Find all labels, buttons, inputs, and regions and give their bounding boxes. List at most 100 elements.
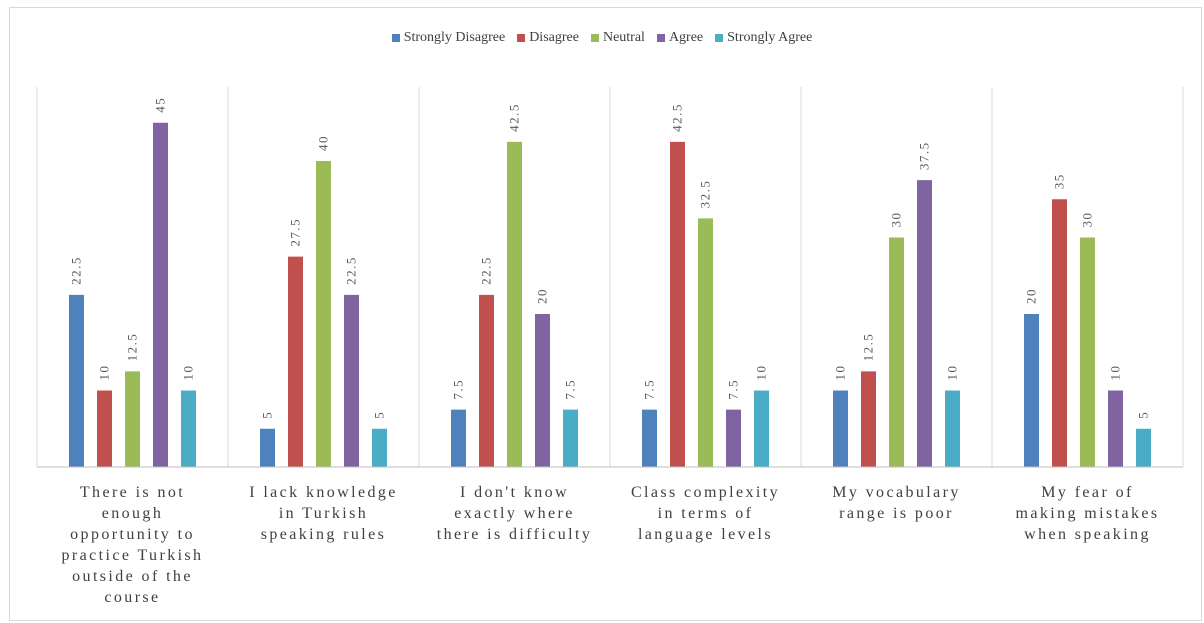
category-label-line: Class complexity xyxy=(630,484,781,501)
legend-item: Agree xyxy=(656,30,704,46)
bar xyxy=(97,390,112,467)
data-label: 10 xyxy=(1108,365,1123,381)
category-label: I lack knowledge in Turkish speaking rules xyxy=(234,482,414,545)
legend-swatch xyxy=(715,34,724,42)
legend-label: Agree xyxy=(668,30,704,45)
legend-swatch xyxy=(391,34,400,42)
category-label-line: when speaking xyxy=(1024,526,1151,543)
legend-swatch xyxy=(590,34,599,42)
data-label: 7.5 xyxy=(563,379,578,400)
bar xyxy=(372,428,387,467)
bar xyxy=(833,390,848,467)
legend-label: Strongly Agree xyxy=(727,30,813,45)
category-label-line: in Turkish xyxy=(278,505,369,522)
category-label-line: course xyxy=(104,589,161,606)
bar xyxy=(917,180,932,467)
bar xyxy=(754,390,769,467)
bar xyxy=(535,314,550,467)
category-label-line: I lack knowledge xyxy=(249,484,398,501)
bar xyxy=(125,371,140,467)
data-label: 22.5 xyxy=(69,256,84,285)
data-label: 35 xyxy=(1052,173,1067,189)
bar xyxy=(69,294,84,467)
data-label: 42.5 xyxy=(507,103,522,132)
category-label-line: enough xyxy=(101,505,164,522)
legend-item: Neutral xyxy=(590,30,645,46)
bar xyxy=(1024,314,1039,467)
data-label: 7.5 xyxy=(451,379,466,400)
data-label: 22.5 xyxy=(344,256,359,285)
data-label: 40 xyxy=(316,135,331,151)
data-label: 42.5 xyxy=(670,103,685,132)
bar xyxy=(181,390,196,467)
legend-label: Neutral xyxy=(602,30,645,45)
bar xyxy=(1108,390,1123,467)
bar xyxy=(260,428,275,467)
data-label: 5 xyxy=(1136,411,1151,419)
legend-label: Disagree xyxy=(529,30,579,45)
legend: Strongly Disagree Disagree Neutral Agree Str… xyxy=(0,26,1204,50)
bar xyxy=(945,390,960,467)
data-label: 7.5 xyxy=(726,379,741,400)
data-label: 10 xyxy=(754,365,769,381)
category-label-line: opportunity to xyxy=(70,526,195,543)
legend-item: Strongly Agree xyxy=(715,30,812,46)
legend-item: Strongly Disagree xyxy=(391,30,506,46)
data-label: 12.5 xyxy=(125,333,140,362)
category-label-line: My fear of xyxy=(1041,484,1134,501)
data-label: 10 xyxy=(833,365,848,381)
category-label-line: language levels xyxy=(637,526,774,543)
bar xyxy=(563,409,578,467)
bar xyxy=(1080,237,1095,467)
data-label: 7.5 xyxy=(642,379,657,400)
category-label-line: exactly where xyxy=(454,505,575,522)
category-label-line: making mistakes xyxy=(1015,505,1160,522)
bar xyxy=(698,218,713,467)
bar xyxy=(316,161,331,467)
bar xyxy=(889,237,904,467)
bar xyxy=(726,409,741,467)
data-label: 5 xyxy=(372,411,387,419)
data-label: 30 xyxy=(1080,212,1095,228)
category-label-line: range is poor xyxy=(839,505,954,522)
bar xyxy=(451,409,466,467)
category-label-line: My vocabulary xyxy=(832,484,961,501)
chart-frame xyxy=(9,7,1202,621)
bar xyxy=(1052,199,1067,467)
category-label: My vocabulary range is poor xyxy=(807,482,987,524)
category-label-line: practice Turkish xyxy=(61,547,204,564)
data-label: 30 xyxy=(889,212,904,228)
data-label: 20 xyxy=(1024,288,1039,304)
data-label: 27.5 xyxy=(288,218,303,247)
data-label: 20 xyxy=(535,288,550,304)
data-label: 22.5 xyxy=(479,256,494,285)
legend-swatch xyxy=(656,34,665,42)
bar xyxy=(344,294,359,467)
data-label: 37.5 xyxy=(917,141,932,170)
legend-swatch xyxy=(517,34,526,42)
legend-item: Disagree xyxy=(517,30,579,46)
category-label: My fear of making mistakes when speaking xyxy=(998,482,1178,545)
data-label: 45 xyxy=(153,97,168,113)
legend-label: Strongly Disagree xyxy=(403,30,506,45)
bar xyxy=(861,371,876,467)
data-label: 5 xyxy=(260,411,275,419)
category-label-line: I don't know xyxy=(459,484,569,501)
data-label: 12.5 xyxy=(861,333,876,362)
bar xyxy=(1136,428,1151,467)
category-label: I don't know exactly where there is diffic… xyxy=(425,482,605,545)
category-label-line: There is not xyxy=(79,484,186,501)
data-label: 32.5 xyxy=(698,180,713,209)
bar xyxy=(507,141,522,467)
category-label-line: outside of the xyxy=(72,568,193,585)
bar xyxy=(670,141,685,467)
bar xyxy=(642,409,657,467)
data-label: 10 xyxy=(181,365,196,381)
category-label-line: speaking rules xyxy=(260,526,387,543)
category-label-line: in terms of xyxy=(657,505,754,522)
category-label: Class complexity in terms of language leve… xyxy=(616,482,796,545)
category-label-line: there is difficulty xyxy=(436,526,593,543)
category-label: There is not enough opportunity to practice… xyxy=(43,482,223,608)
bar xyxy=(288,256,303,467)
